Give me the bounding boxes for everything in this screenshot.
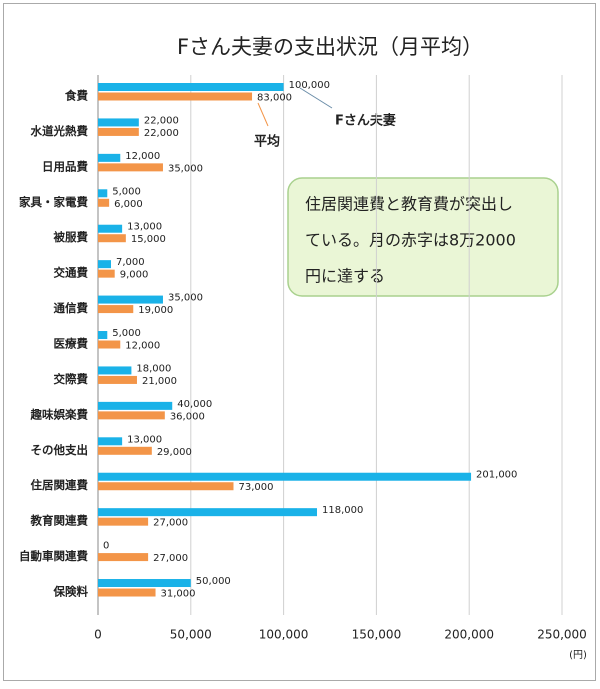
x-tick-label: 50,000 <box>170 628 212 642</box>
y-tick-label: 交通費 <box>54 266 89 280</box>
y-tick-label: その他支出 <box>31 443 89 457</box>
bar <box>98 446 152 455</box>
bar <box>98 437 123 446</box>
y-tick-label: 医療費 <box>54 337 89 351</box>
bar <box>98 163 163 172</box>
bar <box>98 366 132 375</box>
data-label: 35,000 <box>168 293 203 304</box>
y-tick-label: 自動車関連費 <box>19 549 88 563</box>
bar <box>98 579 191 588</box>
callout-box <box>287 177 559 297</box>
data-label: 6,000 <box>114 199 143 210</box>
bar <box>98 83 284 91</box>
data-label: 15,000 <box>131 234 166 245</box>
data-label: 35,000 <box>168 163 203 174</box>
data-label: 36,000 <box>170 411 205 422</box>
data-label: 9,000 <box>120 270 149 281</box>
bar <box>98 482 234 491</box>
data-label: 27,000 <box>153 518 188 529</box>
data-label: 118,000 <box>322 505 363 516</box>
bar <box>98 472 472 481</box>
bar <box>98 153 121 162</box>
bar <box>98 340 121 349</box>
bar <box>98 92 253 101</box>
bar <box>98 305 134 314</box>
x-tick-label: 0 <box>94 628 102 642</box>
leader-line <box>299 87 333 109</box>
chart-title: Fさん夫妻の支出状況（月平均） <box>177 35 483 59</box>
bar <box>98 224 123 233</box>
data-label: 29,000 <box>157 447 192 458</box>
y-tick-label: 日用品費 <box>42 159 88 173</box>
y-tick-label: 交際費 <box>54 372 89 386</box>
bar <box>98 198 110 207</box>
data-label: 31,000 <box>161 589 196 600</box>
data-label: 0 <box>103 541 109 552</box>
bar <box>98 401 173 410</box>
data-label: 12,000 <box>125 341 160 352</box>
data-label: 12,000 <box>125 151 160 162</box>
x-tick-label: 100,000 <box>259 628 309 642</box>
bar <box>98 411 165 420</box>
y-tick-label: 家具・家電費 <box>19 195 88 209</box>
data-label: 22,000 <box>144 128 179 139</box>
bar <box>98 269 115 278</box>
y-tick-label: 保険料 <box>53 585 89 599</box>
callout-text: 住居関連費と教育費が突出し <box>305 195 513 214</box>
data-label: 5,000 <box>112 186 141 197</box>
bar <box>98 260 111 269</box>
bar <box>98 517 149 526</box>
bar <box>98 189 108 198</box>
y-tick-label: 被服費 <box>54 230 89 244</box>
data-label: 27,000 <box>153 553 188 564</box>
y-tick-label: 趣味娯楽費 <box>30 407 89 421</box>
data-label: 100,000 <box>289 80 330 91</box>
data-label: 83,000 <box>257 93 292 104</box>
bar <box>98 127 139 136</box>
x-tick-label: 250,000 <box>537 628 587 642</box>
data-label: 50,000 <box>196 576 231 587</box>
y-tick-label: 住居関連費 <box>31 478 89 492</box>
y-tick-label: 通信費 <box>54 301 89 315</box>
data-label: 21,000 <box>142 376 177 387</box>
leader-line <box>257 102 269 127</box>
data-label: 22,000 <box>144 115 179 126</box>
data-label: 201,000 <box>476 470 517 481</box>
frame <box>3 3 596 681</box>
data-label: 7,000 <box>116 257 145 268</box>
bar <box>98 553 149 562</box>
y-tick-label: 教育関連費 <box>30 514 89 528</box>
bar <box>98 331 108 340</box>
bar <box>98 375 137 384</box>
legend-label: 平均 <box>254 134 280 150</box>
data-label: 13,000 <box>127 434 162 445</box>
data-label: 18,000 <box>136 363 171 374</box>
data-label: 13,000 <box>127 222 162 233</box>
bar <box>98 118 139 127</box>
bar <box>98 295 163 304</box>
x-tick-label: 150,000 <box>352 628 402 642</box>
callout-text: ている。月の赤字は8万2000 <box>305 231 516 250</box>
bar <box>98 508 318 517</box>
bar <box>98 234 126 243</box>
bar <box>98 588 156 597</box>
callout-text: 円に達する <box>305 267 385 286</box>
x-unit: (円) <box>569 650 587 661</box>
y-tick-label: 食費 <box>65 89 88 103</box>
data-label: 73,000 <box>238 482 273 493</box>
data-label: 19,000 <box>138 305 173 316</box>
data-label: 40,000 <box>177 399 212 410</box>
x-tick-label: 200,000 <box>444 628 494 642</box>
legend-label: Fさん夫妻 <box>335 113 396 129</box>
y-tick-label: 水道光熱費 <box>31 124 89 138</box>
data-label: 5,000 <box>112 328 141 339</box>
